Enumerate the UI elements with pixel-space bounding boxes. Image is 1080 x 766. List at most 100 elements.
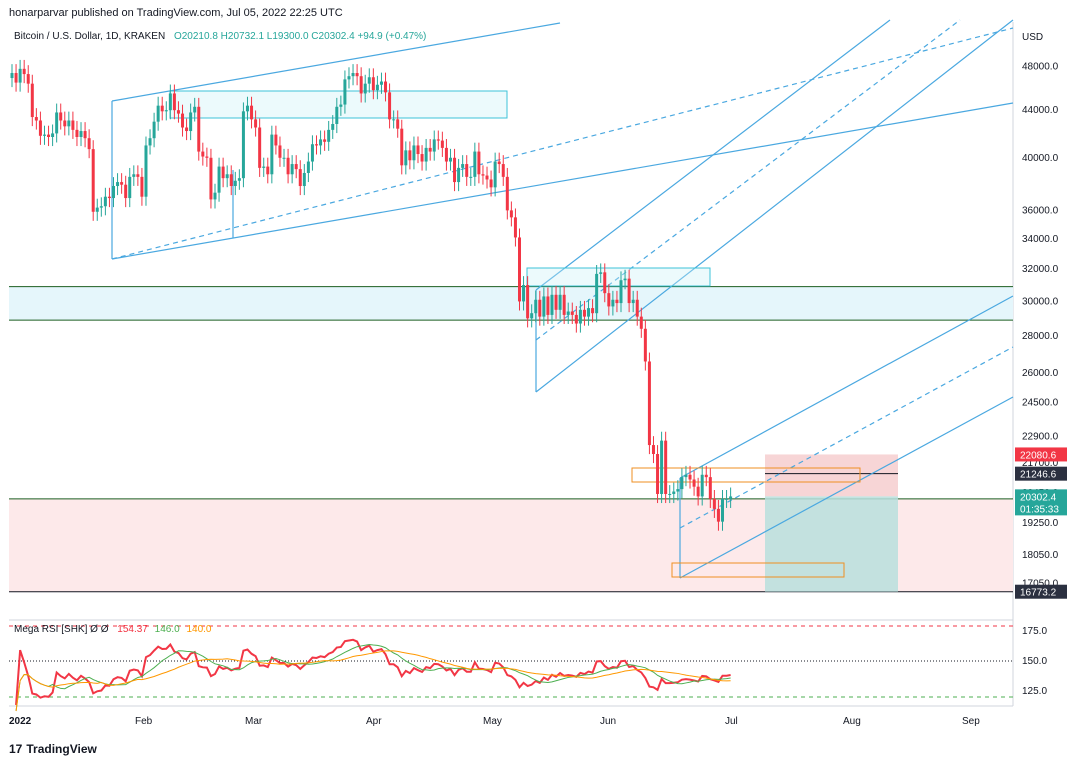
candle-body[interactable] (469, 176, 473, 178)
candle-body[interactable] (501, 164, 505, 177)
take-profit-box[interactable] (765, 496, 898, 592)
candle-body[interactable] (400, 128, 404, 166)
candle-body[interactable] (696, 486, 700, 497)
candle-body[interactable] (270, 134, 274, 175)
candle-body[interactable] (485, 175, 489, 180)
candle-body[interactable] (59, 112, 63, 121)
candle-body[interactable] (213, 192, 217, 200)
candle-body[interactable] (428, 147, 432, 152)
late-channel-lower[interactable] (679, 396, 1014, 579)
candle-body[interactable] (250, 105, 254, 120)
candle-body[interactable] (290, 164, 294, 175)
candle-body[interactable] (262, 166, 266, 168)
candle-body[interactable] (371, 77, 375, 91)
candle-body[interactable] (95, 207, 99, 212)
candle-body[interactable] (343, 79, 347, 105)
candle-body[interactable] (708, 477, 712, 499)
candle-body[interactable] (201, 151, 205, 157)
candle-body[interactable] (359, 76, 363, 94)
candle-body[interactable] (599, 272, 603, 274)
channel-upper-line[interactable] (111, 22, 561, 102)
candle-body[interactable] (453, 157, 457, 183)
candle-body[interactable] (140, 176, 144, 197)
candle-body[interactable] (497, 161, 501, 165)
candle-body[interactable] (404, 150, 408, 166)
candle-body[interactable] (461, 164, 465, 168)
candle-body[interactable] (197, 106, 201, 152)
candle-body[interactable] (700, 474, 704, 497)
candle-body[interactable] (152, 121, 156, 139)
candle-body[interactable] (692, 479, 696, 487)
candle-body[interactable] (660, 440, 664, 494)
candle-body[interactable] (562, 294, 566, 315)
candle-body[interactable] (465, 164, 469, 177)
candle-body[interactable] (721, 498, 724, 522)
resistance-box[interactable] (169, 90, 508, 119)
candle-body[interactable] (315, 144, 318, 146)
candle-body[interactable] (132, 174, 136, 177)
candle-body[interactable] (229, 174, 233, 187)
candle-body[interactable] (436, 139, 440, 141)
candle-body[interactable] (558, 294, 562, 310)
candle-body[interactable] (18, 68, 22, 83)
candle-body[interactable] (432, 139, 436, 152)
candle-body[interactable] (193, 106, 197, 113)
candle-body[interactable] (355, 73, 359, 77)
candle-body[interactable] (688, 474, 692, 480)
candle-body[interactable] (578, 309, 582, 324)
candle-body[interactable] (505, 176, 509, 211)
candle-body[interactable] (619, 280, 623, 304)
candle-body[interactable] (274, 134, 278, 146)
candle-body[interactable] (10, 73, 14, 79)
candle-body[interactable] (112, 186, 115, 199)
candle-body[interactable] (30, 83, 34, 118)
candle-body[interactable] (664, 440, 668, 494)
indicator-name[interactable]: Mega RSI [SHK] (14, 624, 88, 635)
candle-body[interactable] (534, 299, 538, 314)
candle-body[interactable] (181, 113, 185, 128)
candle-body[interactable] (254, 119, 258, 128)
candle-body[interactable] (128, 176, 132, 199)
fork-upper-line[interactable] (535, 19, 891, 291)
candle-body[interactable] (351, 73, 355, 77)
candle-body[interactable] (189, 112, 193, 132)
candle-body[interactable] (103, 196, 107, 207)
resistance-order-box[interactable] (631, 467, 861, 483)
candle-body[interactable] (493, 161, 497, 188)
candle-body[interactable] (384, 81, 388, 93)
candle-body[interactable] (668, 493, 672, 495)
candle-body[interactable] (38, 120, 42, 136)
candle-body[interactable] (591, 308, 595, 314)
candle-body[interactable] (176, 110, 180, 114)
candle-body[interactable] (489, 179, 493, 188)
candle-body[interactable] (550, 294, 554, 315)
candle-body[interactable] (716, 508, 720, 522)
candle-body[interactable] (656, 454, 660, 494)
candle-body[interactable] (635, 299, 639, 317)
candle-body[interactable] (144, 145, 148, 197)
candle-body[interactable] (481, 174, 485, 176)
candle-body[interactable] (67, 120, 71, 127)
candle-body[interactable] (566, 311, 570, 315)
candle-body[interactable] (631, 299, 635, 304)
candle-body[interactable] (444, 147, 448, 162)
candle-body[interactable] (672, 491, 676, 494)
candle-body[interactable] (611, 299, 615, 307)
candle-body[interactable] (205, 156, 209, 158)
candle-body[interactable] (639, 316, 643, 329)
candle-body[interactable] (651, 445, 655, 455)
channel-mid-line[interactable] (111, 27, 1014, 260)
candle-body[interactable] (327, 129, 331, 142)
candle-body[interactable] (298, 169, 302, 187)
candle-body[interactable] (647, 361, 651, 446)
candle-body[interactable] (603, 272, 607, 294)
candle-body[interactable] (209, 157, 213, 200)
candle-body[interactable] (91, 149, 95, 212)
candle-body[interactable] (335, 106, 339, 124)
candle-body[interactable] (375, 84, 379, 91)
candle-body[interactable] (63, 120, 67, 127)
candle-body[interactable] (124, 184, 128, 199)
candle-body[interactable] (245, 105, 249, 112)
candle-body[interactable] (412, 145, 416, 161)
